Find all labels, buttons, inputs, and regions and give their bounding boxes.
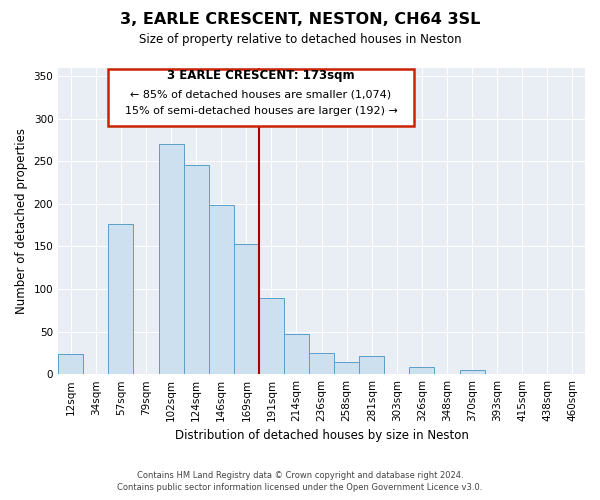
Bar bbox=[234, 244, 259, 374]
X-axis label: Distribution of detached houses by size in Neston: Distribution of detached houses by size … bbox=[175, 430, 469, 442]
FancyBboxPatch shape bbox=[108, 69, 414, 126]
Bar bbox=[158, 144, 184, 374]
Text: 3 EARLE CRESCENT: 173sqm: 3 EARLE CRESCENT: 173sqm bbox=[167, 68, 355, 82]
Bar bbox=[309, 353, 334, 374]
Bar bbox=[184, 164, 209, 374]
Bar bbox=[460, 370, 485, 374]
Text: 3, EARLE CRESCENT, NESTON, CH64 3SL: 3, EARLE CRESCENT, NESTON, CH64 3SL bbox=[120, 12, 480, 28]
Bar bbox=[284, 334, 309, 374]
Text: Contains HM Land Registry data © Crown copyright and database right 2024.
Contai: Contains HM Land Registry data © Crown c… bbox=[118, 471, 482, 492]
Bar bbox=[334, 362, 359, 374]
Bar bbox=[58, 354, 83, 374]
Text: 15% of semi-detached houses are larger (192) →: 15% of semi-detached houses are larger (… bbox=[125, 106, 397, 117]
Bar bbox=[109, 224, 133, 374]
Text: ← 85% of detached houses are smaller (1,074): ← 85% of detached houses are smaller (1,… bbox=[130, 89, 392, 99]
Bar bbox=[409, 368, 434, 374]
Bar bbox=[259, 298, 284, 374]
Bar bbox=[209, 204, 234, 374]
Y-axis label: Number of detached properties: Number of detached properties bbox=[15, 128, 28, 314]
Bar bbox=[359, 356, 385, 374]
Text: Size of property relative to detached houses in Neston: Size of property relative to detached ho… bbox=[139, 32, 461, 46]
